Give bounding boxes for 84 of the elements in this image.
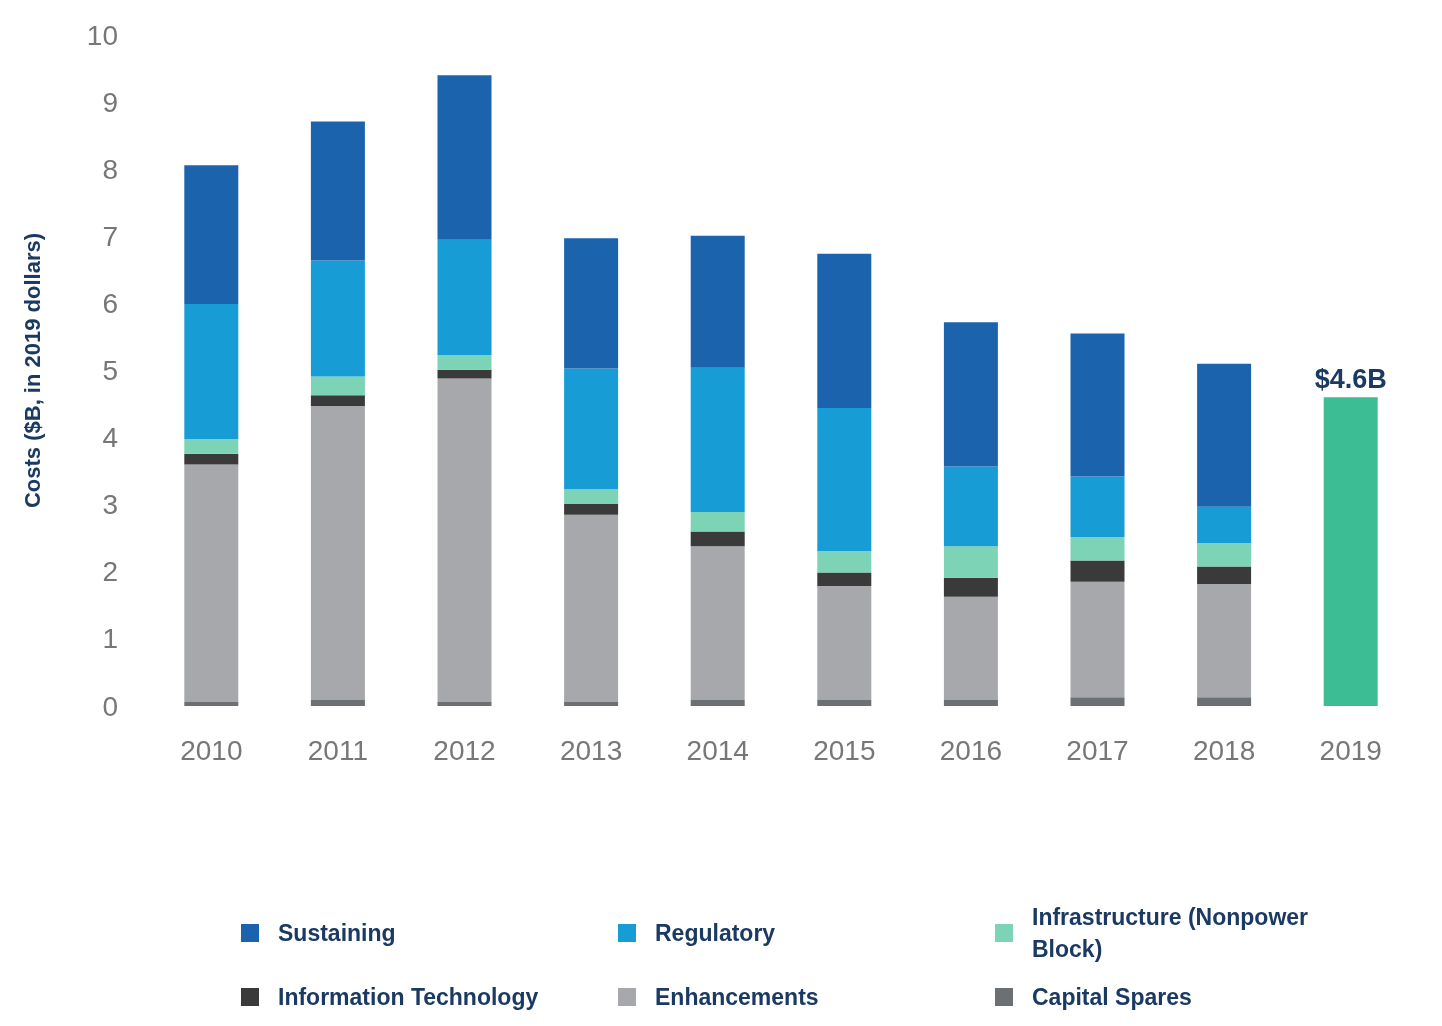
legend-label: Infrastructure (Nonpower Block) [1032, 904, 1315, 962]
bar [564, 504, 619, 515]
legend-label: Regulatory [655, 920, 776, 946]
bar [817, 699, 872, 706]
bar [817, 551, 872, 573]
legend-label: Sustaining [278, 920, 396, 946]
bar [943, 466, 998, 547]
x-tick-label: 2019 [1319, 734, 1382, 766]
bar [943, 546, 998, 578]
bar [437, 369, 492, 379]
y-tick-label: 9 [102, 86, 118, 118]
bar [1197, 583, 1252, 698]
bar [817, 408, 872, 551]
x-tick-label: 2013 [559, 734, 623, 766]
legend-label: Capital Spares [1032, 984, 1192, 1010]
bar [943, 577, 998, 597]
bar [184, 438, 239, 454]
bar [310, 260, 365, 377]
bar [690, 699, 745, 706]
bar [690, 531, 745, 547]
bar [310, 395, 365, 407]
bar [690, 546, 745, 700]
bar [1070, 560, 1125, 582]
bar [690, 367, 745, 513]
y-axis-title: Costs ($B, in 2019 dollars) [19, 232, 45, 509]
bar [310, 406, 365, 700]
bar [1070, 476, 1125, 537]
bar [310, 121, 365, 261]
bar [1197, 566, 1252, 584]
bar [564, 514, 619, 702]
y-tick-label: 2 [102, 556, 118, 588]
bar [817, 585, 872, 700]
bar [690, 235, 745, 368]
bar [1070, 333, 1125, 477]
bar [564, 701, 619, 706]
bar [564, 489, 619, 505]
bar [1197, 542, 1252, 567]
bar [564, 368, 619, 490]
x-tick-label: 2010 [180, 734, 243, 766]
y-tick-label: 1 [102, 623, 118, 655]
bar [184, 165, 239, 305]
x-tick-label: 2014 [686, 734, 749, 766]
x-tick-label: 2016 [939, 734, 1003, 766]
bar [1323, 397, 1378, 706]
y-tick-label: 6 [102, 287, 118, 319]
bar [184, 464, 239, 702]
bar [1070, 536, 1125, 561]
bar [817, 572, 872, 586]
y-tick-label: 8 [102, 153, 118, 185]
bar [437, 355, 492, 370]
bar [437, 75, 492, 240]
y-tick-label: 3 [102, 489, 118, 521]
legend-label: Information Technology [278, 984, 539, 1010]
x-tick-label: 2011 [307, 734, 369, 766]
x-tick-label: 2017 [1066, 734, 1129, 766]
bar [943, 596, 998, 700]
bar [1197, 363, 1252, 507]
bar [1197, 506, 1252, 543]
bar [184, 304, 239, 439]
bar [943, 699, 998, 706]
bar [1197, 697, 1252, 706]
bar [437, 701, 492, 706]
legend-label: Enhancements [655, 984, 819, 1010]
y-tick-label: 0 [102, 690, 118, 722]
bar [437, 239, 492, 356]
bar [690, 512, 745, 532]
y-tick-label: 10 [86, 19, 118, 51]
x-tick-label: 2015 [813, 734, 876, 766]
bar [1070, 697, 1125, 706]
bar [1070, 581, 1125, 698]
bar [184, 453, 239, 465]
bar [310, 699, 365, 706]
bar [310, 376, 365, 396]
bar [564, 238, 619, 369]
bar [817, 253, 872, 409]
y-tick-label: 7 [102, 220, 118, 252]
bar [184, 701, 239, 706]
x-tick-label: 2018 [1192, 734, 1256, 766]
y-tick-label: 4 [102, 422, 118, 454]
bar [943, 322, 998, 467]
bar [437, 378, 492, 702]
y-tick-label: 5 [102, 355, 118, 386]
x-tick-label: 2012 [433, 734, 496, 766]
data-label: $4.6B [1314, 363, 1387, 394]
